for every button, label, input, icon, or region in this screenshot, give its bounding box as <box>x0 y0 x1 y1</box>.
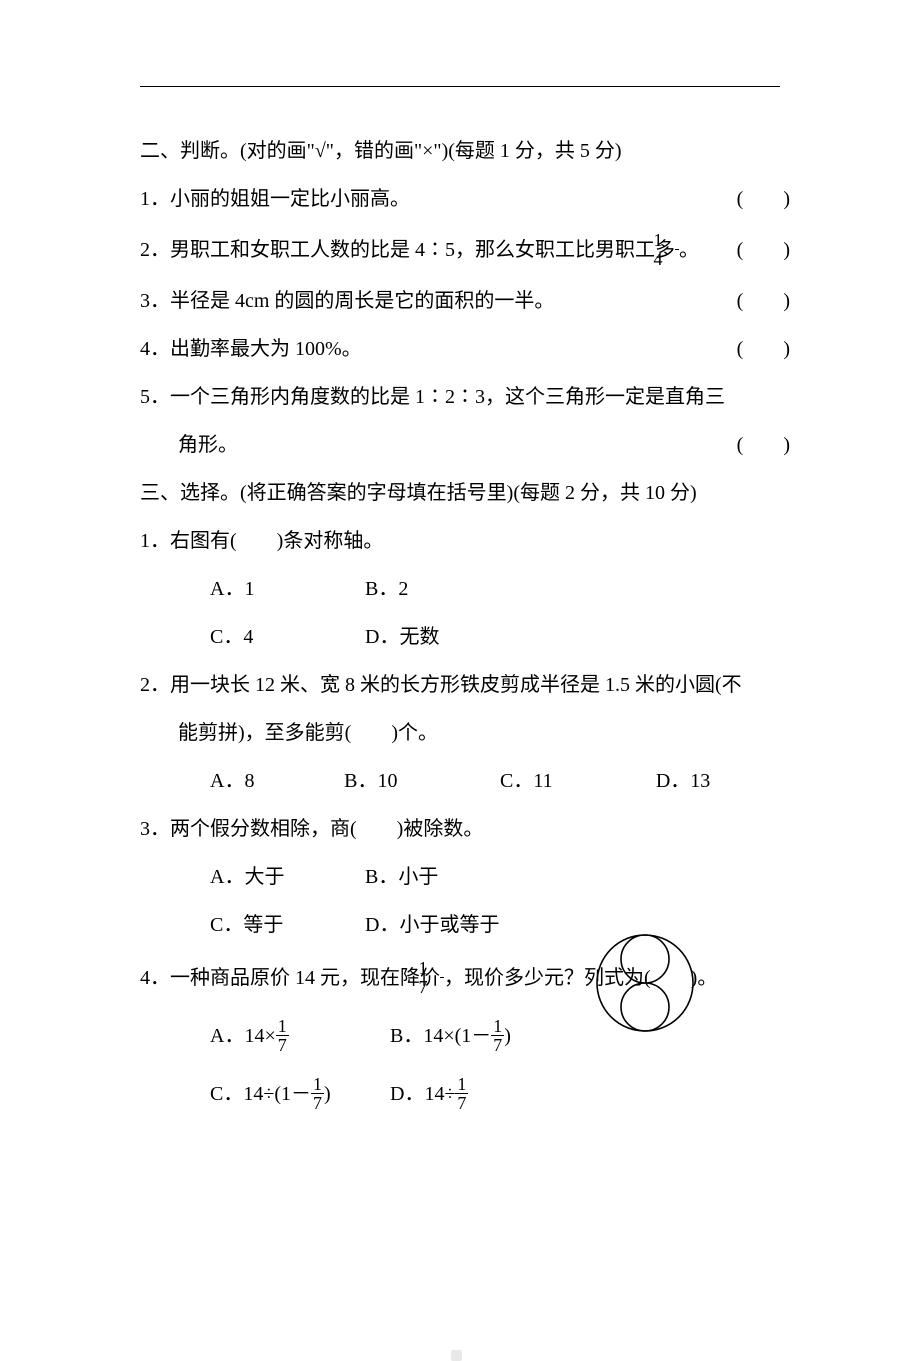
frac-num: 1 <box>440 959 444 978</box>
s2-q2-text-a: 2．男职工和女职工人数的比是 4∶5，那么女职工比男职工多 <box>140 239 675 261</box>
s3-q4-stem-b: ，现价多少元？列式为( )。 <box>444 967 717 989</box>
frac-num: 1 <box>491 1017 504 1036</box>
fraction: 14 <box>675 231 679 268</box>
s2-q4: 4．出勤率最大为 100%。 ( ) <box>140 328 790 370</box>
choice-d[interactable]: D．14÷17 <box>390 1068 590 1120</box>
s2-q2: 2．男职工和女职工人数的比是 4∶5，那么女职工比男职工多14。 ( ) <box>140 226 790 274</box>
s3-q1-block: 1．右图有( )条对称轴。 A．1 B．2 C．4 D．无数 <box>140 520 790 658</box>
s3-q4-choices-row2: C．14÷(1－17) D．14÷17 <box>140 1068 790 1120</box>
choice-a[interactable]: A．14×17 <box>210 1010 390 1062</box>
s3-q4-stem: 4．一种商品原价 14 元，现在降价17，现价多少元？列式为( )。 <box>140 952 790 1004</box>
s3-q3-choices-row1: A．大于 B．小于 <box>140 856 790 898</box>
frac-num: 1 <box>276 1017 289 1036</box>
s2-q5-text-b: 角形。 <box>178 434 238 456</box>
frac-num: 1 <box>675 231 679 250</box>
s2-q5-text-a: 5．一个三角形内角度数的比是 1∶2∶3，这个三角形一定是直角三 <box>140 386 725 408</box>
frac-den: 7 <box>491 1036 504 1054</box>
choice-b-text-a: B．14×(1－ <box>390 1010 491 1062</box>
s3-q2-line2: 能剪拼)，至多能剪( )个。 <box>140 712 790 754</box>
s3-q4-stem-a: 4．一种商品原价 14 元，现在降价 <box>140 967 440 989</box>
cursor-icon <box>451 1350 462 1361</box>
choice-c[interactable]: C．等于 <box>210 904 365 946</box>
content-area: 二、判断。(对的画"√"，错的画"×")(每题 1 分，共 5 分) 1．小丽的… <box>140 130 790 1120</box>
s3-q3-stem: 3．两个假分数相除，商( )被除数。 <box>140 808 790 850</box>
choice-b[interactable]: B．小于 <box>365 856 520 898</box>
fraction: 17 <box>440 959 444 996</box>
choice-a[interactable]: A．1 <box>210 568 365 610</box>
choice-d[interactable]: D．小于或等于 <box>365 904 565 946</box>
choice-a[interactable]: A．8 <box>210 760 344 802</box>
s3-q1-choices-row1: A．1 B．2 <box>140 568 790 610</box>
answer-paren[interactable]: ( ) <box>775 226 790 274</box>
s2-q4-text: 4．出勤率最大为 100%。 <box>140 338 362 360</box>
frac-num: 1 <box>311 1075 324 1094</box>
choice-d[interactable]: D．13 <box>656 760 790 802</box>
choice-b[interactable]: B．14×(1－17) <box>390 1010 610 1062</box>
s2-q3: 3．半径是 4cm 的圆的周长是它的面积的一半。 ( ) <box>140 280 790 322</box>
s3-q4-choices-row1: A．14×17 B．14×(1－17) <box>140 1010 790 1062</box>
s3-q2-line1: 2．用一块长 12 米、宽 8 米的长方形铁皮剪成半径是 1.5 米的小圆(不 <box>140 664 790 706</box>
section-3-title: 三、选择。(将正确答案的字母填在括号里)(每题 2 分，共 10 分) <box>140 472 790 514</box>
choice-c[interactable]: C．11 <box>500 760 656 802</box>
frac-den: 7 <box>311 1094 324 1112</box>
fraction: 17 <box>455 1075 468 1112</box>
section-2-title: 二、判断。(对的画"√"，错的画"×")(每题 1 分，共 5 分) <box>140 130 790 172</box>
answer-paren[interactable]: ( ) <box>775 178 790 220</box>
choice-c[interactable]: C．4 <box>210 616 365 658</box>
frac-num: 1 <box>455 1075 468 1094</box>
s3-q1-choices-row2: C．4 D．无数 <box>140 616 790 658</box>
s3-q1-stem: 1．右图有( )条对称轴。 <box>140 520 790 562</box>
fraction: 17 <box>311 1075 324 1112</box>
header-rule <box>140 86 780 87</box>
choice-d-text-a: D．14÷ <box>390 1068 455 1120</box>
answer-paren[interactable]: ( ) <box>737 424 790 466</box>
fraction: 17 <box>276 1017 289 1054</box>
fraction: 17 <box>491 1017 504 1054</box>
choice-a[interactable]: A．大于 <box>210 856 365 898</box>
document-page: 二、判断。(对的画"√"，错的画"×")(每题 1 分，共 5 分) 1．小丽的… <box>0 0 920 1302</box>
frac-den: 7 <box>276 1036 289 1054</box>
choice-a-text: A．14× <box>210 1010 276 1062</box>
answer-paren[interactable]: ( ) <box>775 280 790 322</box>
choice-c-text-b: ) <box>324 1068 331 1120</box>
s2-q2-text-b: 。 <box>679 239 699 261</box>
choice-b-text-b: ) <box>504 1010 511 1062</box>
answer-paren[interactable]: ( ) <box>775 328 790 370</box>
s3-q2-choices: A．8 B．10 C．11 D．13 <box>140 760 790 802</box>
frac-den: 4 <box>675 250 679 268</box>
s3-q3-choices-row2: C．等于 D．小于或等于 <box>140 904 790 946</box>
s2-q3-text: 3．半径是 4cm 的圆的周长是它的面积的一半。 <box>140 290 554 312</box>
s3-q2-stem-b: 能剪拼)，至多能剪( )个。 <box>178 722 438 744</box>
s2-q1-text: 1．小丽的姐姐一定比小丽高。 <box>140 188 410 210</box>
frac-den: 7 <box>455 1094 468 1112</box>
s2-q5-line2: 角形。 ( ) <box>140 424 790 466</box>
choice-c-text-a: C．14÷(1－ <box>210 1068 311 1120</box>
frac-den: 7 <box>440 978 444 996</box>
s2-q5-line1: 5．一个三角形内角度数的比是 1∶2∶3，这个三角形一定是直角三 <box>140 376 790 418</box>
choice-b[interactable]: B．2 <box>365 568 520 610</box>
choice-c[interactable]: C．14÷(1－17) <box>210 1068 390 1120</box>
s2-q1: 1．小丽的姐姐一定比小丽高。 ( ) <box>140 178 790 220</box>
choice-b[interactable]: B．10 <box>344 760 500 802</box>
choice-d[interactable]: D．无数 <box>365 616 520 658</box>
